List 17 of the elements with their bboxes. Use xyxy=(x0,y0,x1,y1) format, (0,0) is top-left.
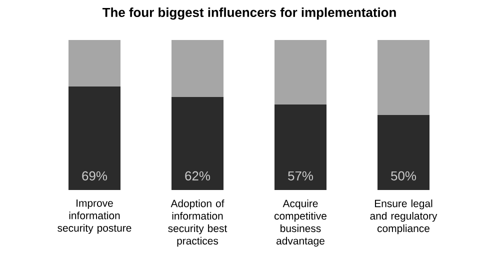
bar xyxy=(172,40,224,97)
bar xyxy=(172,97,224,190)
data-label: 57% xyxy=(288,171,314,180)
bar xyxy=(68,86,120,190)
bar xyxy=(274,104,327,190)
bar xyxy=(274,40,327,104)
bar xyxy=(378,115,430,190)
x-tick-label: Adoption of information security best practices xyxy=(168,200,228,247)
bar xyxy=(68,40,120,86)
x-tick-label: Acquire competitive business advantage xyxy=(274,200,326,247)
chart-title: The four biggest influencers for implementation xyxy=(102,8,396,20)
data-label: 50% xyxy=(391,171,416,180)
bar xyxy=(378,40,430,115)
x-tick-label: Improve information security posture xyxy=(58,200,132,234)
data-label: 69% xyxy=(82,171,108,180)
data-label: 62% xyxy=(185,171,210,180)
x-tick-label: Ensure legal and regulatory compliance xyxy=(370,200,438,234)
